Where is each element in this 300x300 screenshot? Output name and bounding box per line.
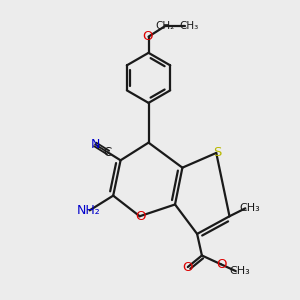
Text: N: N	[90, 138, 100, 151]
Text: CH₃: CH₃	[179, 21, 199, 31]
Text: CH₃: CH₃	[230, 266, 250, 276]
Text: O: O	[135, 210, 146, 223]
Text: S: S	[213, 146, 221, 159]
Text: NH₂: NH₂	[76, 204, 100, 217]
Text: C: C	[103, 146, 112, 159]
Text: CH₂: CH₂	[155, 21, 174, 31]
Text: CH₃: CH₃	[239, 203, 260, 213]
Text: O: O	[182, 260, 193, 274]
Text: O: O	[216, 258, 226, 271]
Text: O: O	[143, 30, 153, 43]
